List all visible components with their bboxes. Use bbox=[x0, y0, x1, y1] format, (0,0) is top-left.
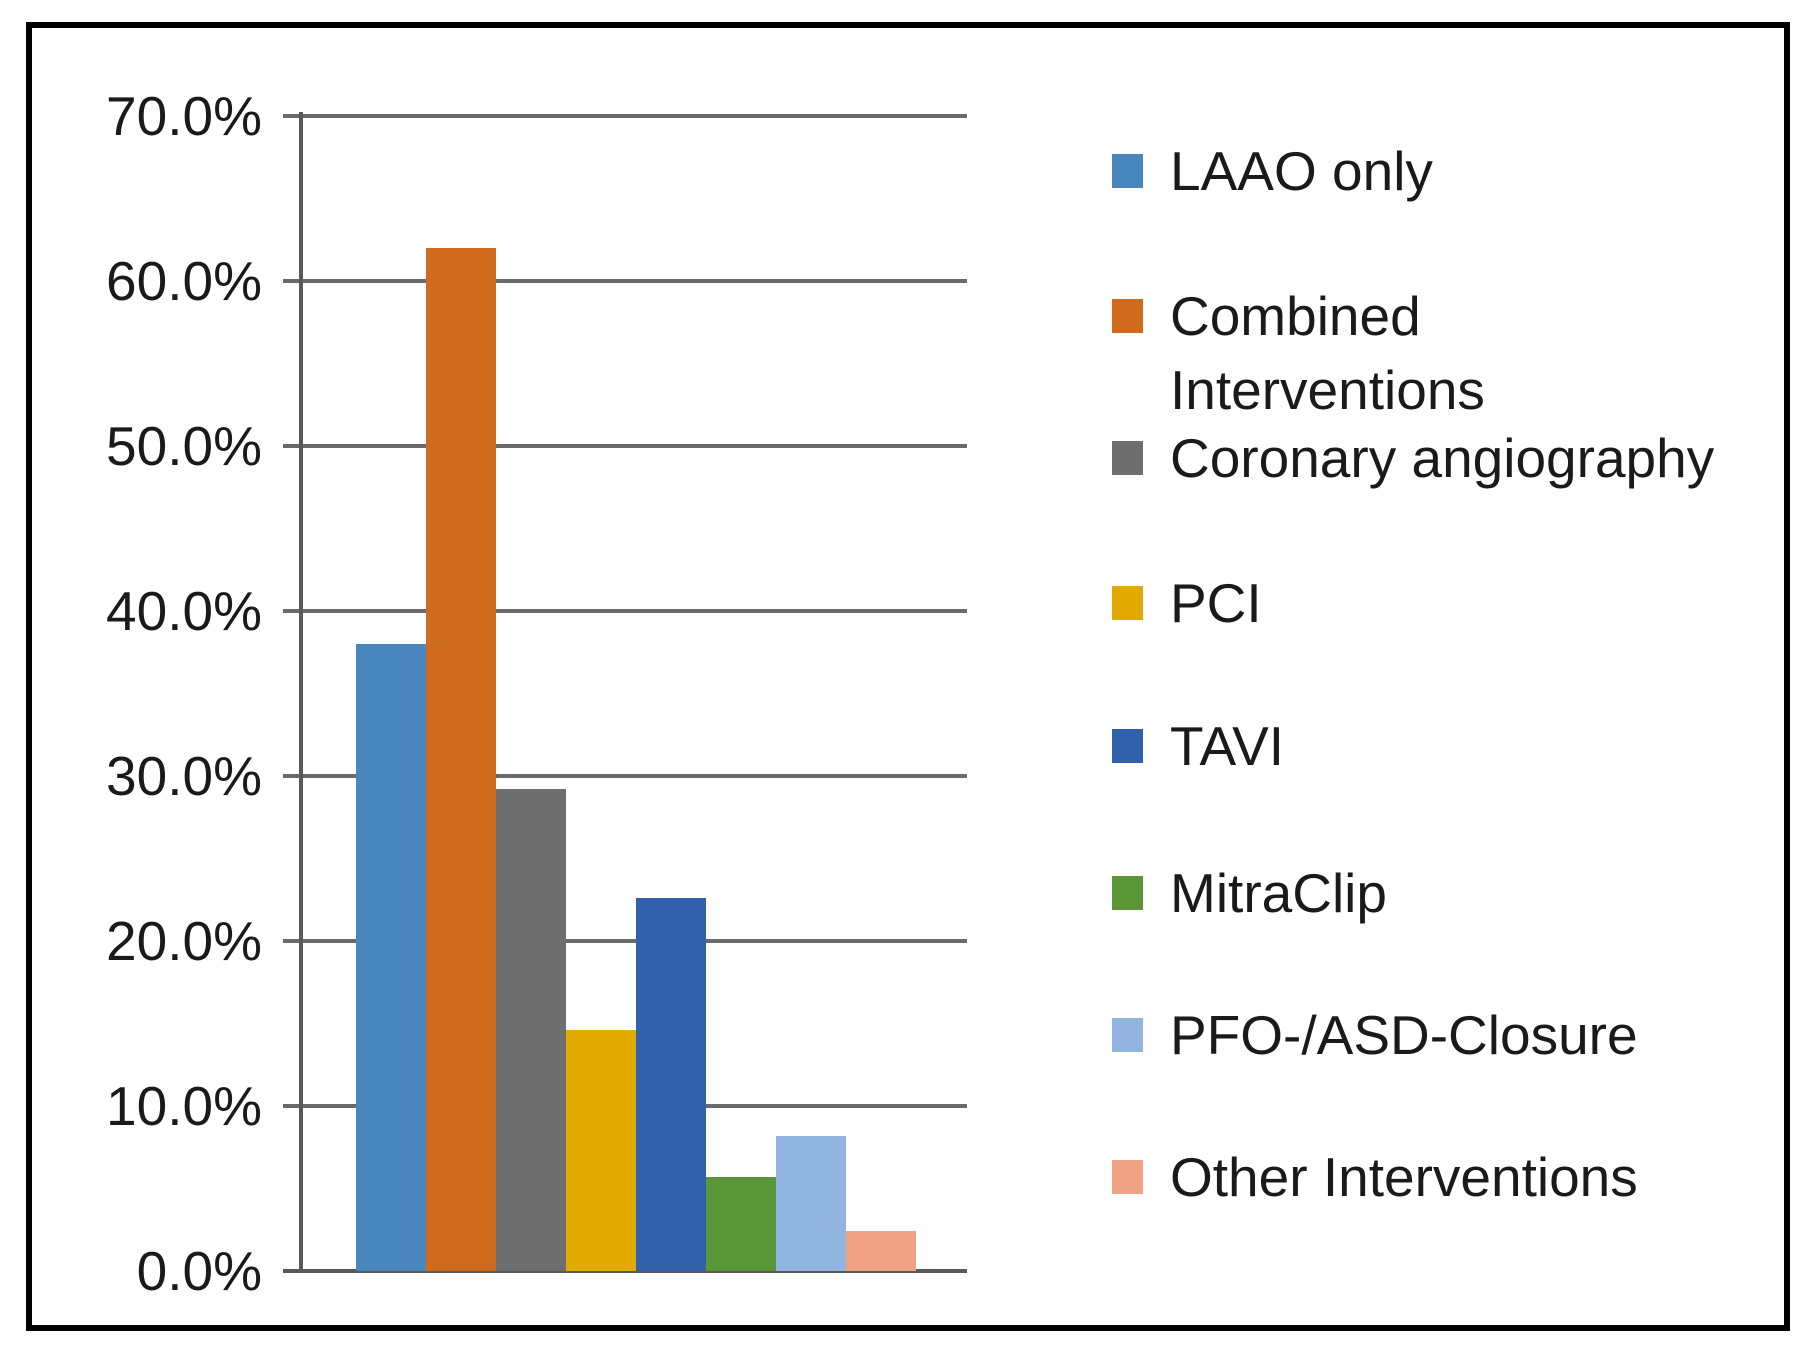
legend-label: TAVI bbox=[1170, 715, 1285, 777]
y-axis-tick-label: 10.0% bbox=[106, 1075, 262, 1137]
y-axis-tick bbox=[283, 609, 303, 613]
legend-item: MitraClip bbox=[1112, 856, 1387, 930]
y-axis-tick-label: 50.0% bbox=[106, 415, 262, 477]
bar-coronary-angiography bbox=[496, 789, 566, 1271]
x-axis-line bbox=[303, 1269, 967, 1273]
y-axis-tick bbox=[283, 774, 303, 778]
legend-swatch-icon bbox=[1112, 1160, 1143, 1194]
legend-label: LAAO only bbox=[1170, 140, 1433, 202]
legend-item: PFO-/ASD-Closure bbox=[1112, 998, 1638, 1072]
gridline bbox=[303, 939, 967, 943]
legend-item: TAVI bbox=[1112, 709, 1284, 783]
legend-swatch-icon bbox=[1112, 299, 1143, 333]
y-axis-tick-label: 20.0% bbox=[106, 910, 262, 972]
legend-swatch-icon bbox=[1112, 1018, 1143, 1052]
legend-item: LAAO only bbox=[1112, 134, 1433, 208]
y-axis-tick-label: 30.0% bbox=[106, 745, 262, 807]
legend-swatch-icon bbox=[1112, 729, 1143, 763]
legend-label: PCI bbox=[1170, 572, 1262, 634]
gridline bbox=[303, 774, 967, 778]
bar-tavi bbox=[636, 898, 706, 1271]
bar-pci bbox=[566, 1030, 636, 1271]
legend-item: PCI bbox=[1112, 566, 1262, 640]
legend-label: PFO-/ASD-Closure bbox=[1170, 1004, 1638, 1066]
bar-other-interventions bbox=[846, 1231, 916, 1271]
y-axis-tick bbox=[283, 1269, 303, 1273]
chart-frame bbox=[26, 22, 1790, 1331]
legend-item: Other Interventions bbox=[1112, 1140, 1638, 1214]
gridline bbox=[303, 279, 967, 283]
legend-label: Coronary angiography bbox=[1170, 427, 1715, 489]
y-axis-tick bbox=[283, 444, 303, 448]
legend-swatch-icon bbox=[1112, 154, 1143, 188]
legend-swatch-icon bbox=[1112, 441, 1143, 475]
y-axis-tick-label: 0.0% bbox=[136, 1240, 262, 1302]
legend-swatch-icon bbox=[1112, 586, 1143, 620]
gridline bbox=[303, 114, 967, 118]
legend-item: Combined Interventions bbox=[1112, 279, 1610, 427]
gridline bbox=[303, 609, 967, 613]
bar-combined-interventions bbox=[426, 248, 496, 1271]
y-axis-tick-label: 70.0% bbox=[106, 85, 262, 147]
y-axis-tick bbox=[283, 279, 303, 283]
y-axis-tick-label: 40.0% bbox=[106, 580, 262, 642]
bar-laao-only bbox=[356, 644, 426, 1271]
legend-label: Other Interventions bbox=[1170, 1146, 1638, 1208]
y-axis-tick bbox=[283, 114, 303, 118]
y-axis-line bbox=[299, 112, 303, 1273]
legend-item: Coronary angiography bbox=[1112, 421, 1714, 495]
legend-swatch-icon bbox=[1112, 876, 1143, 910]
legend-label: MitraClip bbox=[1170, 862, 1387, 924]
y-axis-tick bbox=[283, 939, 303, 943]
y-axis-tick-label: 60.0% bbox=[106, 250, 262, 312]
bar-mitraclip bbox=[706, 1176, 776, 1271]
legend-label: Combined Interventions bbox=[1170, 285, 1485, 421]
y-axis-tick bbox=[283, 1104, 303, 1108]
gridline bbox=[303, 444, 967, 448]
bar-pfo-asd-closure bbox=[776, 1135, 846, 1271]
